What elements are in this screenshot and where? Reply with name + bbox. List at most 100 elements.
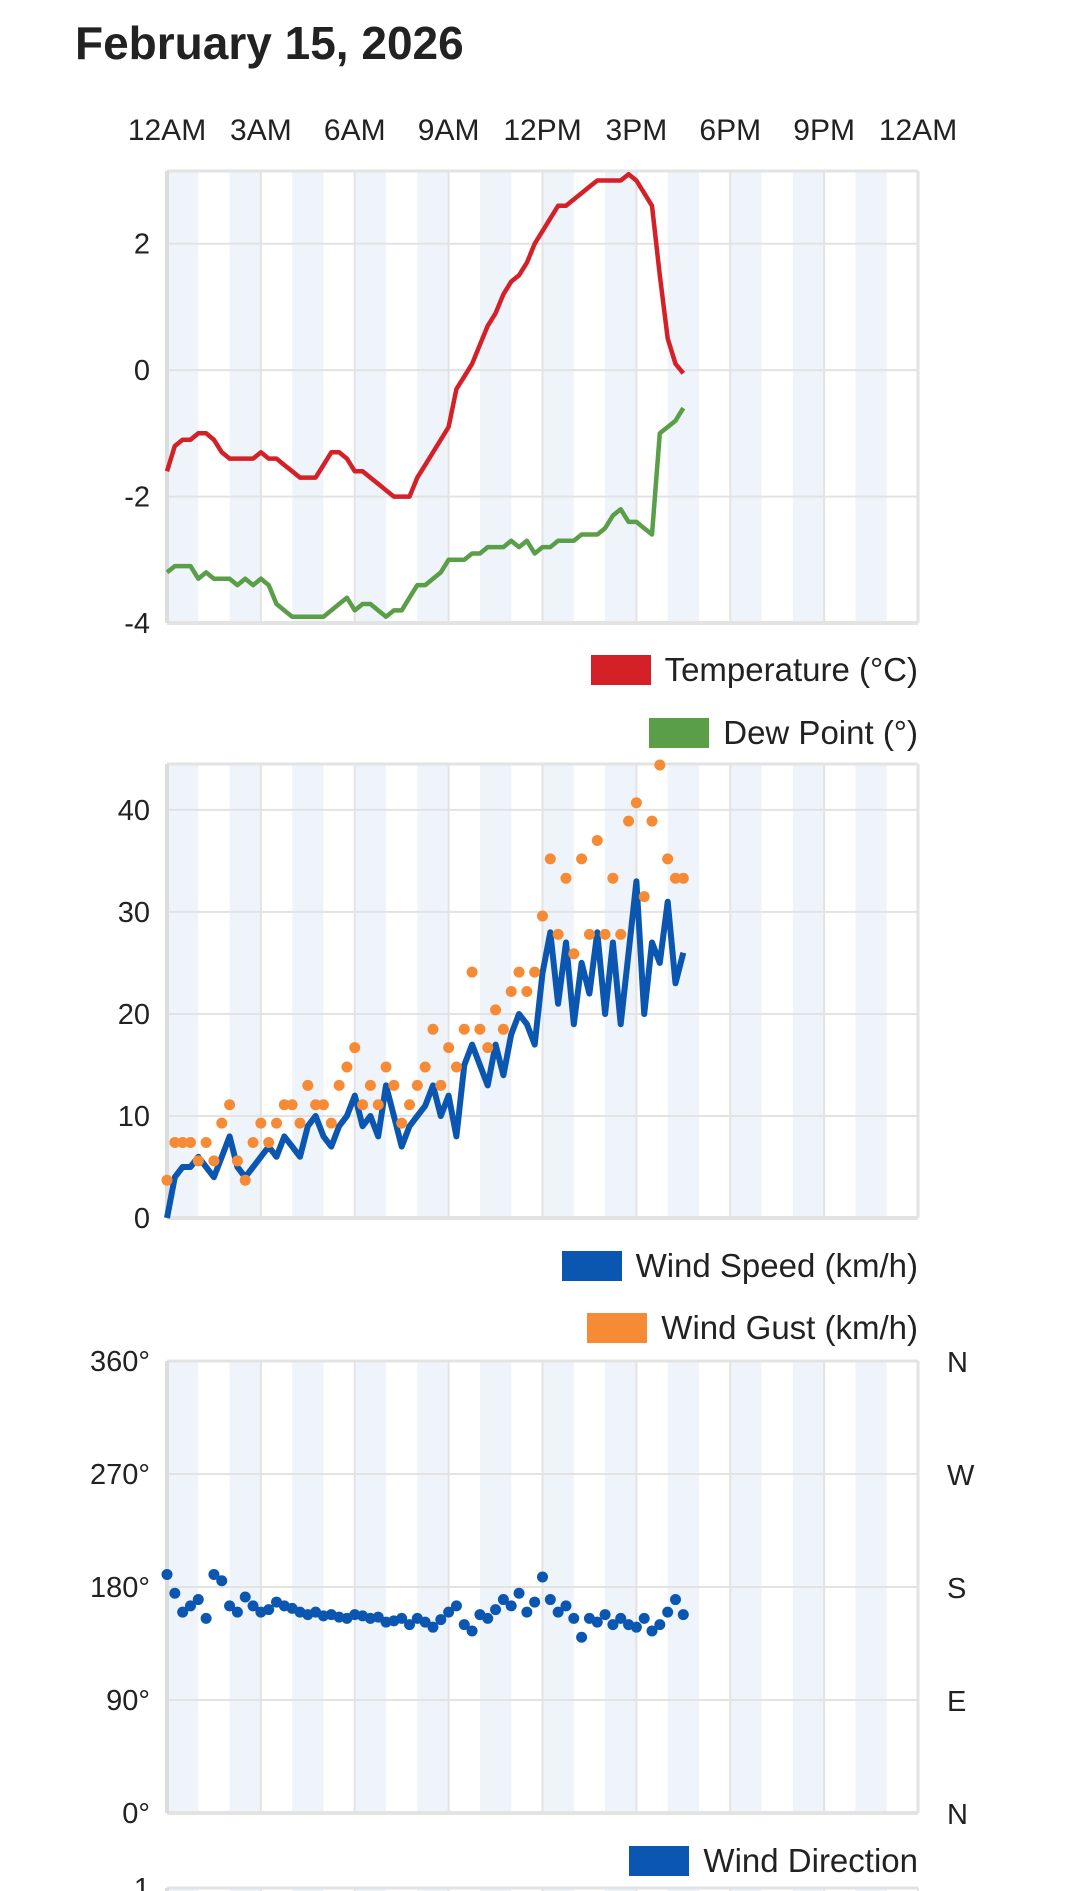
wind-direction-point <box>576 1631 588 1643</box>
background-stripe <box>730 171 762 623</box>
wind-direction-point <box>615 1612 627 1624</box>
wind-direction-point <box>638 1612 650 1624</box>
wind-gust-point <box>482 1042 494 1054</box>
wind-direction-point <box>505 1600 517 1612</box>
wind-gust-point <box>576 853 588 865</box>
background-stripe <box>354 764 387 1218</box>
temperature-line <box>164 171 686 499</box>
y-tick-label: 1 <box>134 1873 150 1891</box>
y-tick-label: -2 <box>124 482 150 514</box>
wind-direction-point <box>419 1616 431 1628</box>
background-stripe <box>792 764 825 1218</box>
wind-gust-point <box>427 1023 439 1035</box>
wind-direction-point <box>404 1619 416 1631</box>
legend-wind-speed[interactable]: Wind Speed (km/h) <box>561 1246 918 1286</box>
legend-label: Wind Gust (km/h) <box>661 1309 918 1346</box>
wind-direction-point <box>630 1621 642 1633</box>
y-tick-label: 20 <box>118 999 150 1031</box>
wind-direction-point <box>552 1606 564 1618</box>
wind-gust-point <box>521 986 533 998</box>
wind-direction-point <box>161 1568 173 1580</box>
wind-gust-point <box>638 891 650 903</box>
y-tick-label: 270° <box>90 1459 150 1491</box>
wind-gust-point <box>583 928 595 940</box>
background-stripe <box>167 171 199 623</box>
wind-gust-point <box>435 1079 447 1091</box>
wind-gust-point <box>177 1137 189 1149</box>
wind-direction-point <box>396 1612 408 1624</box>
wind-gust-point <box>325 1117 337 1129</box>
dew-point-line <box>165 406 686 619</box>
x-tick-label: 6AM <box>324 114 386 147</box>
wind-direction-point <box>497 1594 509 1606</box>
background-stripe <box>292 764 324 1218</box>
wind-gust-point <box>450 1061 462 1073</box>
wind-gust-point <box>364 1079 376 1091</box>
chart-panel-2: 0° N 90° E 180° S 270° W 360° N <box>90 1346 975 1831</box>
wind-gust-point <box>490 1004 502 1016</box>
y2-tick-label: N <box>947 1347 968 1379</box>
wind-gust-swatch <box>587 1313 648 1343</box>
wind-gust-point <box>341 1061 353 1073</box>
background-stripe <box>730 764 762 1218</box>
wind-gust-point <box>192 1155 204 1167</box>
wind-gust-point <box>372 1099 384 1111</box>
background-stripe <box>417 171 449 623</box>
wind-gust-point <box>216 1117 228 1129</box>
wind-direction-point <box>192 1594 204 1606</box>
wind-gust-point <box>208 1155 220 1167</box>
background-stripe <box>855 171 887 623</box>
wind-gust-point <box>263 1137 275 1149</box>
wind-direction-point <box>208 1568 220 1580</box>
page-title: February 15, 2026 <box>75 17 464 69</box>
y-tick-label: 360° <box>90 1346 150 1378</box>
wind-gust-point <box>247 1137 259 1149</box>
wind-direction-point <box>200 1612 212 1624</box>
wind-direction-point <box>216 1575 228 1587</box>
wind-gust-point <box>239 1174 251 1186</box>
wind-gust-point <box>443 1042 455 1054</box>
y2-tick-label: S <box>947 1573 966 1605</box>
wind-gust-point <box>662 853 674 865</box>
wind-direction-point <box>521 1606 533 1618</box>
wind-gust-point <box>419 1061 431 1073</box>
wind-gust-point <box>200 1137 212 1149</box>
wind-gust-point <box>278 1099 290 1111</box>
wind-direction-point <box>247 1600 259 1612</box>
y-tick-label: 0 <box>134 1203 150 1235</box>
wind-gust-point <box>349 1042 361 1054</box>
wind-direction-point <box>677 1609 689 1621</box>
x-tick-label: 12PM <box>503 114 581 147</box>
chart-panel-1: 0 10 20 30 40 <box>118 759 920 1235</box>
wind-direction-point <box>537 1571 548 1583</box>
wind-direction-point <box>544 1594 556 1606</box>
chart-panel-0: -4 -2 0 2 <box>124 169 920 640</box>
wind-gust-point <box>568 948 580 960</box>
legend-wind-gust[interactable]: Wind Gust (km/h) <box>587 1308 918 1348</box>
wind-direction-point <box>450 1600 462 1612</box>
wind-direction-point <box>239 1591 251 1603</box>
y-tick-label: 0° <box>122 1798 150 1830</box>
y-tick-label: 2 <box>134 229 150 261</box>
legend-dew-point[interactable]: Dew Point (°) <box>649 713 918 753</box>
y2-tick-label: W <box>947 1460 975 1492</box>
wind-gust-point <box>623 815 635 827</box>
wind-direction-swatch <box>629 1846 690 1876</box>
wind-gust-point <box>396 1117 408 1129</box>
wind-gust-point <box>646 815 658 827</box>
wind-direction-point <box>490 1604 502 1616</box>
wind-gust-point <box>333 1079 345 1091</box>
wind-gust-point <box>552 928 564 940</box>
y-tick-label: 10 <box>118 1101 150 1133</box>
x-tick-label: 12AM <box>128 114 206 147</box>
wind-direction-point <box>591 1616 603 1628</box>
wind-gust-point <box>411 1079 423 1091</box>
y2-tick-label: N <box>947 1799 968 1831</box>
wind-direction-point <box>669 1594 681 1606</box>
background-stripe <box>229 171 261 623</box>
wind-gust-point <box>388 1079 400 1091</box>
legend-temperature[interactable]: Temperature (°C) <box>590 650 918 690</box>
wind-direction-point <box>443 1606 455 1618</box>
legend-wind-direction[interactable]: Wind Direction <box>629 1841 918 1881</box>
background-stripe <box>167 764 199 1218</box>
